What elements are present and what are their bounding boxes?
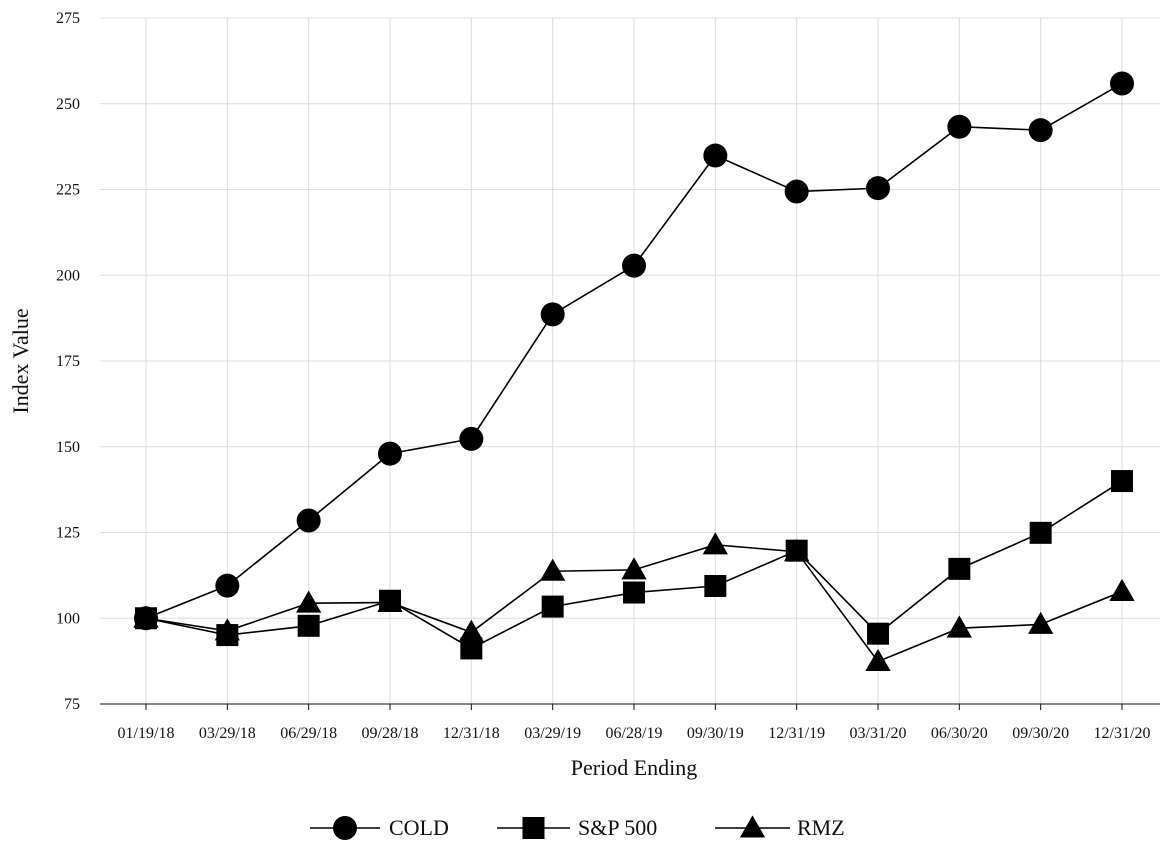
series-group [133, 71, 1135, 671]
x-tick-label: 09/30/19 [687, 725, 744, 742]
data-point-s-p-500 [297, 614, 320, 637]
y-tick-label: 175 [56, 353, 80, 370]
data-point-cold [703, 143, 728, 168]
data-point-rmz [1028, 611, 1054, 634]
series-rmz [133, 532, 1135, 671]
x-tick-label: 06/30/20 [931, 725, 988, 742]
y-tick-label: 125 [56, 525, 80, 542]
x-tick-label: 01/19/18 [118, 725, 175, 742]
legend-label: S&P 500 [578, 815, 657, 840]
y-tick-label: 75 [64, 696, 80, 713]
data-point-cold [947, 114, 972, 139]
y-tick-label: 100 [56, 610, 80, 627]
data-point-rmz [1109, 578, 1135, 601]
data-point-cold [296, 508, 321, 533]
legend-item-rmz: RMZ [715, 815, 845, 840]
x-tick-label: 12/31/20 [1094, 725, 1151, 742]
data-point-cold [622, 253, 646, 278]
data-point-cold [1110, 71, 1134, 96]
x-axis-ticks: 01/19/18 03/29/18 06/29/18 09/28/18 12/31/18… [118, 704, 1151, 742]
x-tick-label: 09/28/18 [362, 725, 419, 742]
data-point-rmz [458, 619, 484, 642]
x-tick-label: 03/29/18 [199, 725, 256, 742]
x-tick-label: 03/29/19 [524, 725, 581, 742]
legend: COLD S&P 500 RMZ [310, 815, 845, 840]
data-point-s-p-500 [623, 581, 645, 604]
data-point-rmz [865, 648, 891, 671]
y-axis-ticks: 75 100 125 150 175 200 225 250 275 [56, 10, 80, 713]
data-point-cold [215, 573, 240, 598]
data-point-cold [540, 302, 565, 327]
data-point-rmz [377, 589, 403, 612]
data-point-s-p-500 [1029, 521, 1052, 544]
data-point-s-p-500 [704, 575, 727, 598]
x-tick-label: 12/31/18 [443, 725, 500, 742]
x-tick-label: 12/31/19 [768, 725, 825, 742]
legend-marker-square [522, 817, 545, 839]
x-axis-title: Period Ending [571, 755, 698, 780]
data-point-rmz [133, 605, 159, 628]
data-point-cold [1028, 118, 1053, 143]
data-point-cold [378, 441, 402, 466]
data-point-s-p-500 [867, 622, 889, 645]
data-point-s-p-500 [948, 557, 971, 580]
y-axis-title: Index Value [8, 308, 33, 413]
data-point-s-p-500 [460, 637, 483, 660]
y-tick-label: 275 [56, 10, 80, 27]
data-point-s-p-500 [1111, 470, 1133, 493]
x-tick-label: 06/29/18 [280, 725, 337, 742]
x-tick-label: 09/30/20 [1012, 725, 1069, 742]
legend-item-s-p-500: S&P 500 [497, 815, 657, 840]
data-point-rmz [946, 615, 972, 638]
legend-label: RMZ [797, 815, 845, 840]
y-tick-label: 225 [56, 182, 80, 199]
data-point-rmz [540, 558, 566, 581]
legend-label: COLD [389, 815, 449, 840]
data-point-rmz [702, 532, 728, 555]
data-point-rmz [214, 618, 240, 641]
data-point-s-p-500 [541, 595, 564, 618]
data-point-rmz [784, 539, 810, 562]
legend-item-cold: COLD [310, 815, 449, 840]
y-tick-label: 200 [56, 267, 80, 284]
data-point-cold [866, 176, 890, 201]
x-tick-label: 03/31/20 [850, 725, 907, 742]
data-point-rmz [621, 557, 647, 580]
legend-marker-circle [333, 816, 357, 840]
data-point-cold [459, 426, 484, 451]
y-tick-label: 150 [56, 439, 80, 456]
x-tick-label: 06/28/19 [606, 725, 663, 742]
y-tick-label: 250 [56, 96, 80, 113]
data-point-cold [784, 179, 809, 204]
legend-marker-triangle [739, 815, 766, 838]
data-point-rmz [296, 590, 322, 613]
